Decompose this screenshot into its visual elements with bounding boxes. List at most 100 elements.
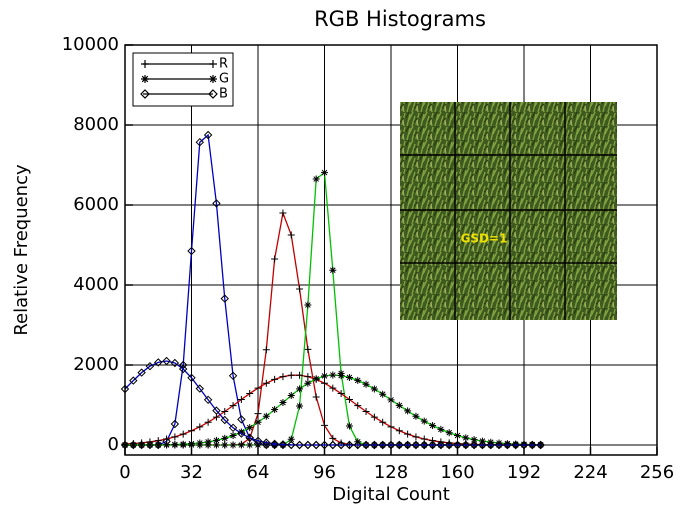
x-tick-label: 32 [180,462,203,483]
point-marker [145,440,155,450]
point-marker [345,373,353,381]
point-marker [287,371,295,379]
point-marker [519,440,529,450]
point-marker [444,440,454,450]
point-marker [220,294,229,303]
point-marker [395,401,403,409]
legend-label: G [219,72,229,87]
point-marker [262,412,270,420]
legend-marker [140,89,218,99]
point-marker [179,440,187,448]
point-marker [246,424,254,432]
point-marker [170,419,180,429]
point-marker [354,402,362,410]
series-line [124,360,541,446]
point-marker [137,440,146,450]
grass-photo [400,102,617,320]
point-marker [512,440,520,448]
y-tick-label: 6000 [73,194,119,215]
point-marker [154,440,163,450]
point-marker [511,440,520,450]
point-marker [196,423,204,431]
point-marker [212,199,221,208]
point-marker [204,438,212,446]
point-marker [228,371,238,381]
point-marker [478,440,487,450]
point-marker [270,439,279,449]
point-marker [262,346,270,354]
point-marker [461,440,471,450]
point-marker [503,440,512,450]
point-marker [162,356,171,366]
legend: RGB [132,52,234,107]
point-marker [146,441,154,449]
point-marker [188,427,195,435]
point-marker [287,435,295,443]
inset-grid [400,102,617,320]
point-marker [303,440,313,450]
point-marker [296,371,304,379]
y-axis-label: Relative Frequency [11,164,32,336]
point-marker [278,440,288,449]
point-marker [536,440,545,450]
point-marker [287,440,296,450]
point-marker [254,418,262,426]
point-marker [528,440,537,450]
point-marker [154,358,163,367]
point-marker [296,402,304,410]
point-marker [129,441,137,449]
y-tick-label: 10000 [62,34,119,55]
point-marker [171,433,179,441]
legend-label: R [219,57,228,72]
point-marker [436,440,446,450]
point-marker [403,440,412,450]
x-tick-label: 224 [573,462,607,483]
point-marker [229,432,237,440]
point-marker [404,407,412,415]
point-marker [271,406,279,414]
point-marker [253,436,263,446]
point-marker [428,440,437,450]
point-marker [378,440,387,450]
point-marker [437,425,445,433]
point-marker [304,301,312,309]
point-marker [379,390,387,398]
point-marker [370,413,378,421]
point-marker [454,432,461,440]
point-marker [246,390,254,398]
x-tick-label: 192 [507,462,541,483]
point-marker [212,436,220,444]
point-marker [362,408,370,416]
point-marker [262,438,271,447]
point-marker [237,429,246,438]
point-marker [221,408,229,416]
point-marker [254,384,262,392]
x-axis-label: Digital Count [332,484,450,505]
point-marker [295,440,304,450]
legend-marker [141,60,217,68]
point-marker [304,345,312,353]
point-marker [279,209,287,217]
point-marker [312,393,320,401]
point-marker [129,376,138,385]
point-marker [387,423,395,431]
legend-label: B [219,87,228,102]
legend-marker [141,75,217,83]
point-marker [237,415,246,424]
point-marker [287,392,295,400]
point-marker [138,441,146,449]
point-marker [304,373,312,381]
x-tick-label: 256 [640,462,674,483]
point-marker [312,375,320,383]
point-marker [304,379,312,387]
x-tick-label: 96 [313,462,336,483]
point-marker [237,428,245,436]
point-marker [329,371,337,379]
point-marker [312,175,320,183]
point-marker [287,231,295,239]
point-marker [337,390,345,398]
point-marker [361,440,371,450]
y-tick-label: 4000 [73,274,119,295]
point-marker [329,434,337,442]
